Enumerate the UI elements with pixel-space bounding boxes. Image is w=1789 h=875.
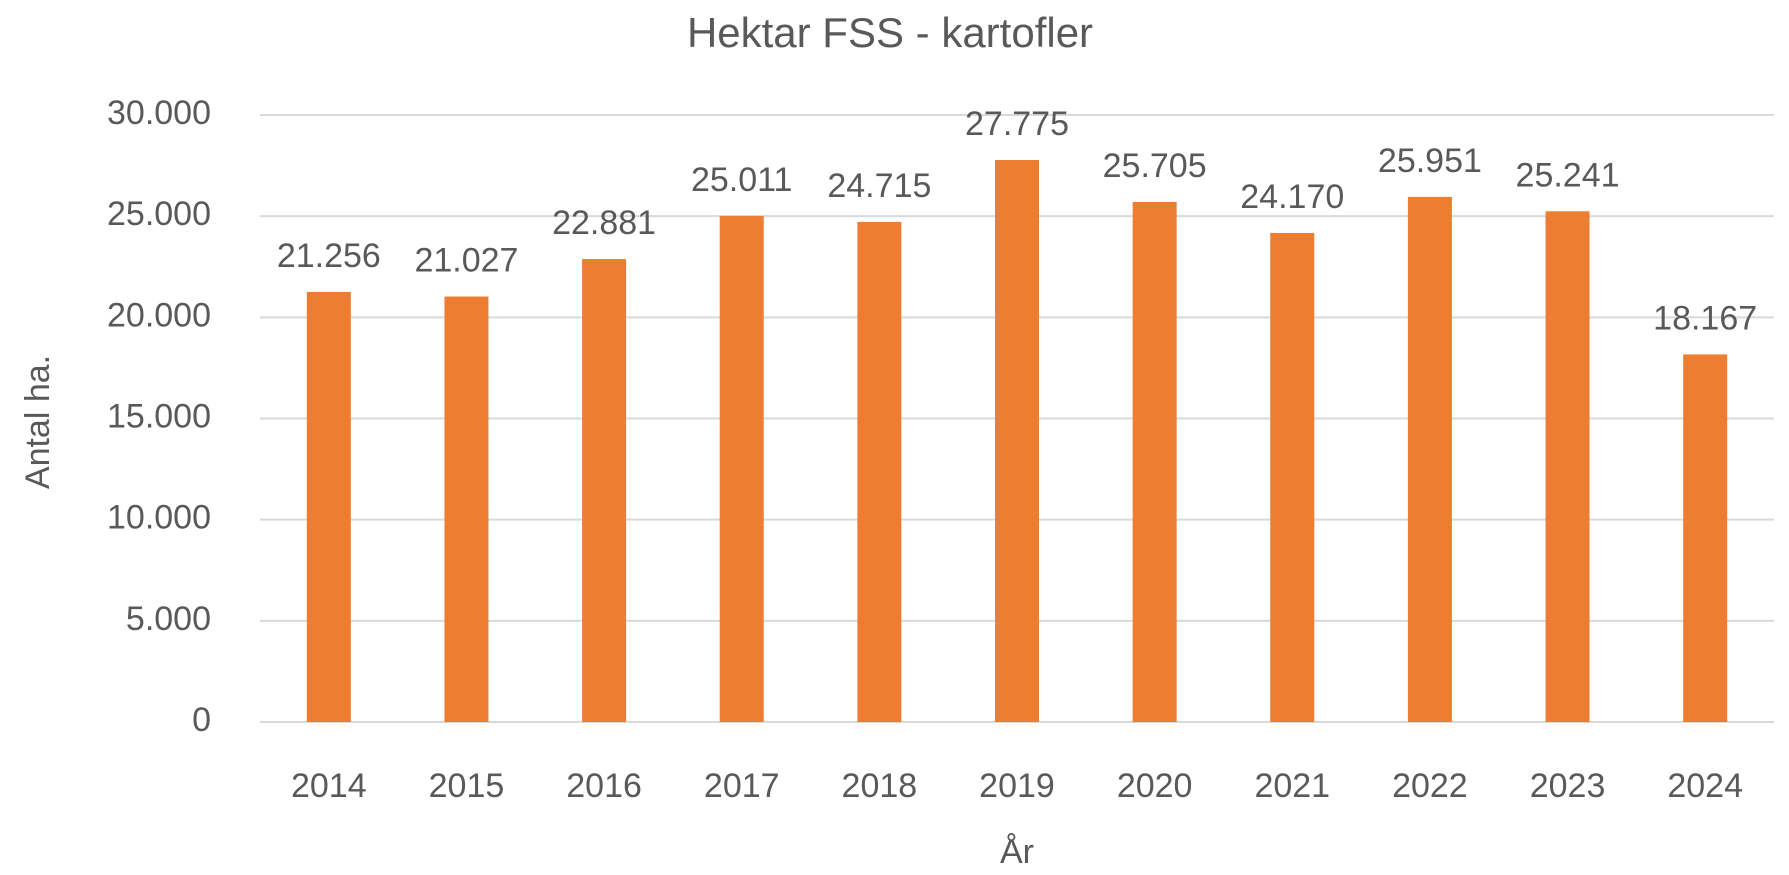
bar — [1270, 232, 1315, 722]
data-label: 25.951 — [1378, 142, 1482, 180]
x-tick-label: 2022 — [1392, 767, 1468, 805]
y-axis-title: Antal ha. — [19, 355, 57, 489]
data-label: 21.027 — [414, 242, 518, 280]
data-label: 22.881 — [552, 204, 656, 242]
chart-title: Hektar FSS - kartofler — [687, 9, 1093, 56]
x-tick-label: 2015 — [429, 767, 505, 805]
data-label: 25.241 — [1516, 156, 1620, 194]
x-tick-label: 2018 — [842, 767, 918, 805]
x-tick-label: 2023 — [1530, 767, 1606, 805]
x-tick-label: 2024 — [1667, 767, 1743, 805]
data-label: 18.167 — [1653, 299, 1757, 337]
data-label: 24.715 — [827, 167, 931, 205]
bar — [1132, 201, 1177, 722]
bar — [1683, 354, 1728, 722]
bar — [1407, 196, 1452, 722]
y-tick-label: 5.000 — [126, 600, 211, 638]
x-tick-label: 2020 — [1117, 767, 1193, 805]
x-tick-label: 2014 — [291, 767, 367, 805]
x-axis-title: År — [1000, 833, 1034, 871]
data-label: 25.011 — [691, 161, 792, 199]
y-tick-label: 15.000 — [107, 397, 211, 435]
bar — [444, 296, 489, 722]
bar — [582, 259, 627, 722]
bar — [306, 291, 351, 722]
bar — [1545, 211, 1590, 722]
data-label: 25.705 — [1103, 147, 1207, 185]
bar — [995, 160, 1039, 722]
y-tick-label: 30.000 — [107, 94, 211, 132]
y-tick-label: 0 — [192, 701, 211, 739]
x-tick-label: 2019 — [979, 767, 1055, 805]
y-tick-label: 20.000 — [107, 296, 211, 334]
bar — [857, 221, 902, 722]
data-label: 24.170 — [1240, 178, 1344, 216]
data-label: 21.256 — [277, 237, 381, 275]
bar — [719, 215, 764, 723]
x-tick-label: 2016 — [566, 767, 642, 805]
data-label: 27.775 — [965, 105, 1069, 143]
y-tick-label: 25.000 — [107, 195, 211, 233]
y-tick-label: 10.000 — [107, 499, 211, 537]
x-tick-label: 2021 — [1254, 767, 1330, 805]
x-tick-label: 2017 — [704, 767, 780, 805]
